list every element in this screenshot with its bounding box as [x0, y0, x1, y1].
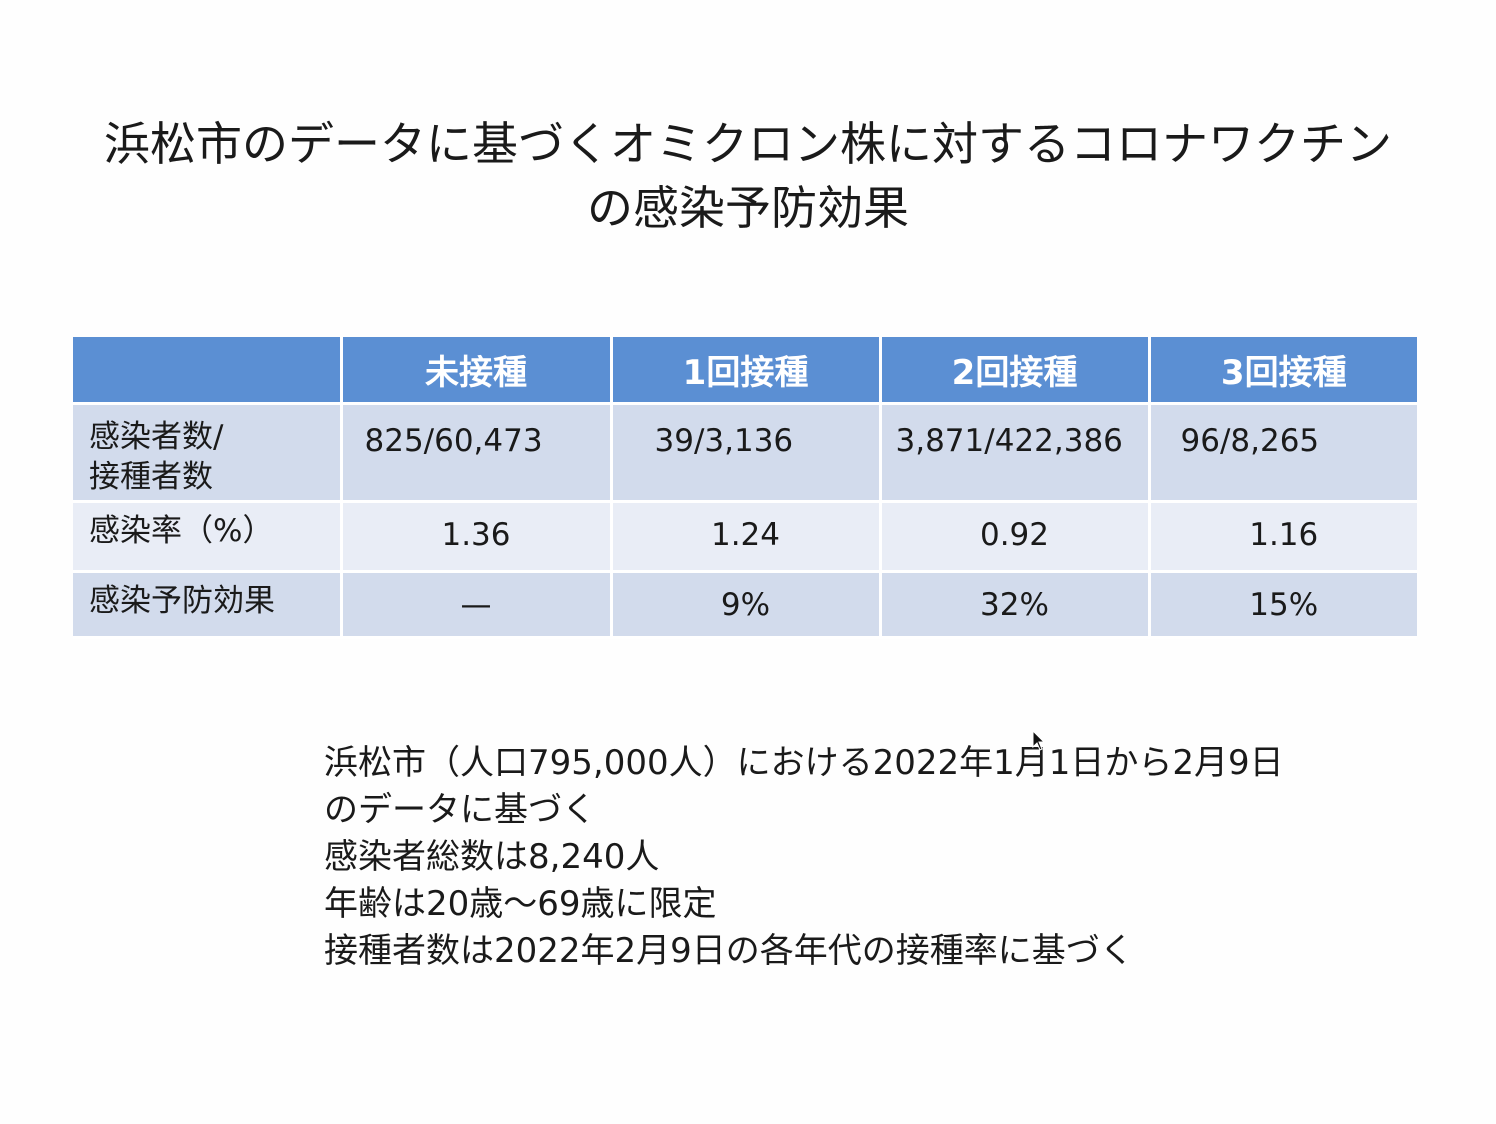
mouse-pointer-icon	[1032, 730, 1046, 751]
row-label-infection-rate: 感染率（%）	[73, 501, 343, 573]
table-cell: 9%	[609, 571, 882, 639]
note-line: 接種者数は2022年2月9日の各年代の接種率に基づく	[324, 931, 1134, 971]
row-label-line2: 接種者数	[89, 458, 213, 495]
note-line: のデータに基づく	[324, 790, 596, 830]
table-cell: 825/60,473	[339, 403, 613, 503]
table-cell: 1.24	[609, 501, 882, 573]
table-row: 感染予防効果 — 9% 32% 15%	[73, 571, 1417, 639]
table-cell: 15%	[1147, 571, 1417, 639]
note-line: 感染者総数は8,240人	[324, 837, 660, 877]
note-line: 年齢は20歳～69歳に限定	[324, 884, 717, 924]
slide-title-line1: 浜松市のデータに基づくオミクロン株に対するコロナワクチン	[104, 117, 1392, 171]
table-cell: 32%	[878, 571, 1151, 639]
header-cell-dose2: 2回接種	[878, 337, 1151, 405]
table-cell: —	[339, 571, 613, 639]
row-label-infected-vaccinated: 感染者数/ 接種者数	[73, 403, 343, 503]
note-line: 浜松市（人口795,000人）における2022年1月1日から2月9日	[324, 743, 1284, 783]
header-cell-dose3: 3回接種	[1147, 337, 1417, 405]
row-label-prevention-effect: 感染予防効果	[73, 571, 343, 639]
notes-block: 浜松市（人口795,000人）における2022年1月1日から2月9日 のデータに…	[324, 740, 1384, 975]
table-cell: 1.36	[339, 501, 613, 573]
slide-title: 浜松市のデータに基づくオミクロン株に対するコロナワクチン の感染予防効果	[40, 112, 1456, 240]
table-header-row: 未接種 1回接種 2回接種 3回接種	[73, 337, 1417, 405]
table-cell: 1.16	[1147, 501, 1417, 573]
table-row: 感染者数/ 接種者数 825/60,473 39/3,136 3,871/422…	[73, 403, 1417, 503]
vaccine-effect-table: 未接種 1回接種 2回接種 3回接種 感染者数/ 接種者数 825/60,473…	[73, 337, 1417, 639]
table-cell: 0.92	[878, 501, 1151, 573]
table-row: 感染率（%） 1.36 1.24 0.92 1.16	[73, 501, 1417, 573]
table-cell: 96/8,265	[1147, 403, 1417, 503]
table-cell: 3,871/422,386	[878, 403, 1151, 503]
header-cell-unvaccinated: 未接種	[339, 337, 613, 405]
row-label-line1: 感染者数/	[89, 418, 224, 455]
table-cell: 39/3,136	[609, 403, 882, 503]
header-cell-dose1: 1回接種	[609, 337, 882, 405]
header-cell-empty	[73, 337, 343, 405]
slide-title-line2: の感染予防効果	[587, 181, 909, 235]
